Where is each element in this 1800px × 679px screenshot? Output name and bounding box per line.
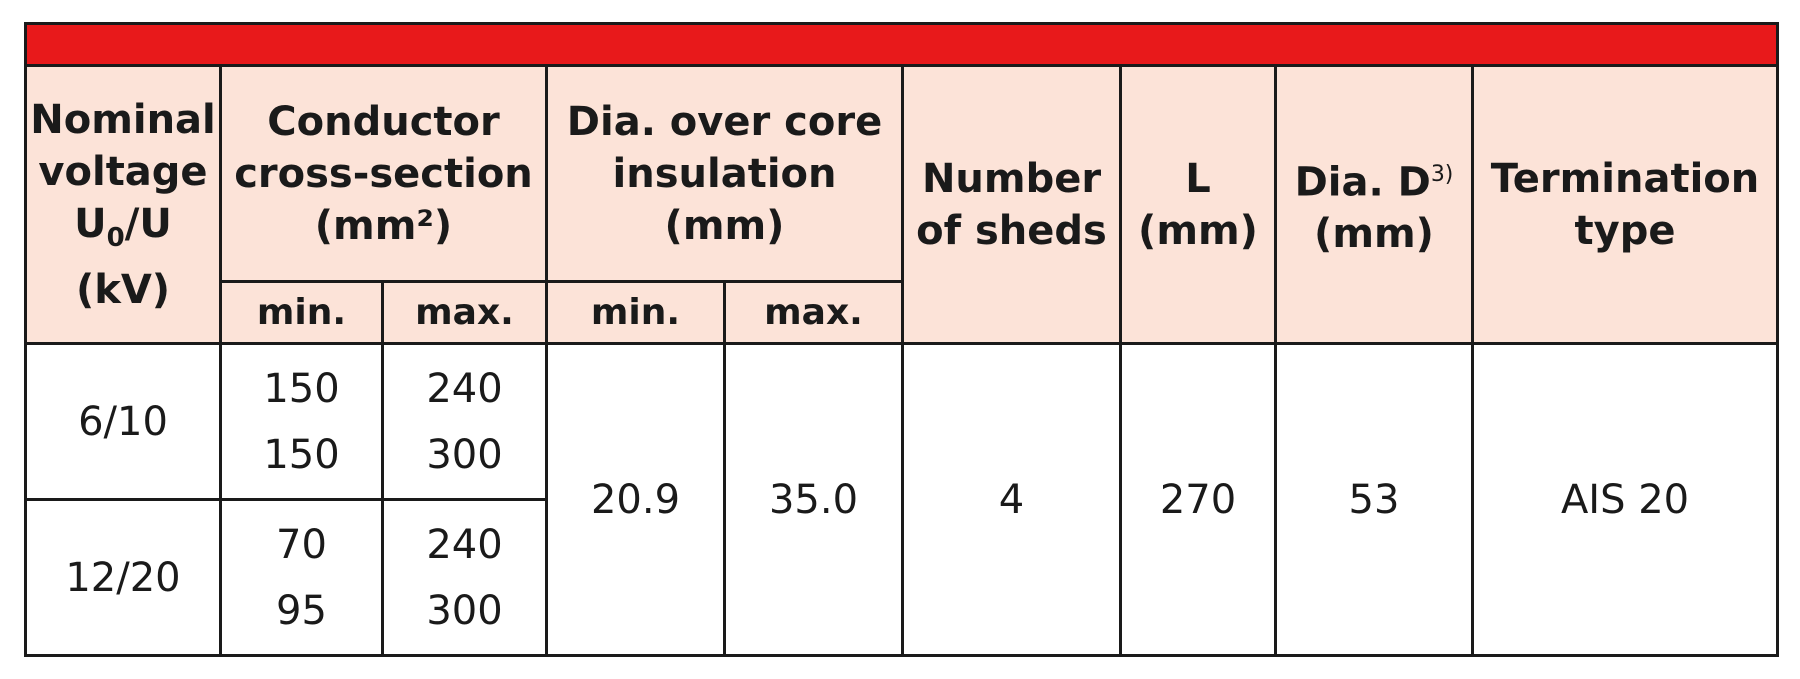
conductor-max-value: 300 xyxy=(426,431,503,478)
header-sheds-line-1: Number xyxy=(921,155,1102,202)
termination-cell: AIS 20 xyxy=(1470,342,1780,657)
header-dia-d-label: Dia. D xyxy=(1294,159,1431,206)
header-termination-type: Termination type xyxy=(1470,64,1780,345)
table-row: 6/10 150 150 240 300 20.9 35.0 4 270 53 … xyxy=(24,342,1780,657)
header-nominal-voltage-line-2: voltage xyxy=(38,148,208,195)
dia-d-cell: 53 xyxy=(1274,342,1474,657)
voltage-cell: 12/20 xyxy=(24,498,222,657)
footnote-marker: 3) xyxy=(1430,161,1454,187)
header-row-1: Nominal voltage U0/U (kV) Conductor cros… xyxy=(24,64,1780,345)
header-dia-core-insulation: Dia. over core insulation (mm) xyxy=(545,64,904,283)
voltage-subscript: 0 xyxy=(106,222,125,253)
header-nominal-voltage-unit: (kV) xyxy=(75,266,171,313)
subheader-conductor-min: min. xyxy=(219,280,384,345)
header-dia-d-unit: (mm) xyxy=(1314,211,1434,258)
subheader-conductor-max: max. xyxy=(381,280,548,345)
spec-table: Nominal voltage U0/U (kV) Conductor cros… xyxy=(23,22,1780,657)
header-conductor-line-2: cross-section xyxy=(234,150,533,197)
header-dia-d: Dia. D3) (mm) xyxy=(1274,64,1474,345)
conductor-max-cell: 240 300 xyxy=(381,498,548,657)
red-header-bar-row xyxy=(23,22,1780,67)
voltage-symbol-rest: /U xyxy=(124,200,172,247)
conductor-max-value: 240 xyxy=(426,521,503,568)
voltage-symbol-u: U xyxy=(74,200,107,247)
header-conductor-line-3: (mm²) xyxy=(314,202,453,249)
header-length-line-2: (mm) xyxy=(1138,207,1258,254)
voltage-cell: 6/10 xyxy=(24,342,222,501)
header-sheds-line-2: of sheds xyxy=(916,207,1107,254)
table-row: 12/20 70 95 240 300 xyxy=(24,498,1778,657)
header-termination-line-2: type xyxy=(1574,207,1676,254)
header-dia-core-line-2: insulation xyxy=(612,150,837,197)
conductor-min-cell: 70 95 xyxy=(219,498,384,657)
header-nominal-voltage: Nominal voltage U0/U (kV) xyxy=(24,64,222,345)
header-number-of-sheds: Number of sheds xyxy=(901,64,1122,345)
dia-min-cell: 20.9 xyxy=(545,342,726,657)
length-cell: 270 xyxy=(1119,342,1277,657)
header-conductor-line-1: Conductor xyxy=(267,98,500,145)
conductor-min-value: 150 xyxy=(263,365,340,412)
conductor-min-value: 150 xyxy=(263,431,340,478)
conductor-max-cell: 240 300 xyxy=(381,342,548,501)
header-length-line-1: L xyxy=(1185,155,1211,202)
subheader-dia-min: min. xyxy=(545,280,726,345)
sheds-cell: 4 xyxy=(901,342,1122,657)
header-conductor-cross-section: Conductor cross-section (mm²) xyxy=(219,64,548,283)
header-dia-core-line-3: (mm) xyxy=(664,202,785,249)
header-nominal-voltage-line-1: Nominal xyxy=(30,96,216,143)
conductor-min-value: 95 xyxy=(276,587,327,634)
header-length: L (mm) xyxy=(1119,64,1277,345)
subheader-dia-max: max. xyxy=(723,280,904,345)
conductor-max-value: 240 xyxy=(426,365,503,412)
header-nominal-voltage-symbol: U0/U xyxy=(27,198,219,264)
header-termination-line-1: Termination xyxy=(1490,155,1760,202)
red-header-bar xyxy=(23,22,1780,67)
conductor-min-value: 70 xyxy=(276,521,327,568)
header-row-2: min. max. min. max. xyxy=(26,280,1778,345)
dia-max-cell: 35.0 xyxy=(723,342,904,657)
conductor-max-value: 300 xyxy=(426,587,503,634)
header-dia-d-line-1: Dia. D3) xyxy=(1277,149,1471,208)
conductor-min-cell: 150 150 xyxy=(219,342,384,501)
header-dia-core-line-1: Dia. over core xyxy=(566,98,883,145)
